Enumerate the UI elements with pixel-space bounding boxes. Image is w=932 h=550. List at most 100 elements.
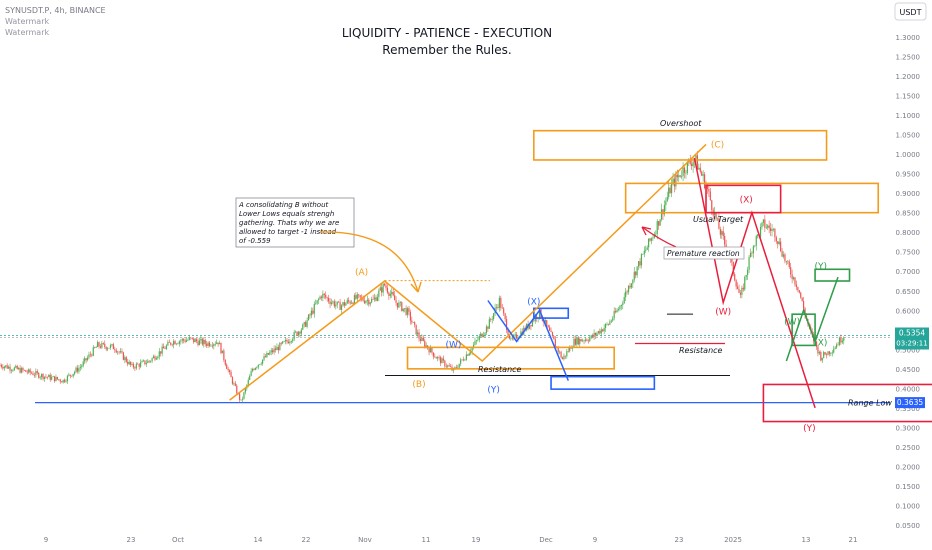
candle-body — [335, 304, 337, 307]
green-wave-label-w: (W) — [784, 317, 800, 327]
y-tick-label: 0.0500 — [896, 522, 921, 530]
candle-body — [659, 219, 661, 226]
candle-body — [639, 261, 641, 266]
candle-body — [118, 351, 120, 353]
candle-body — [547, 325, 549, 328]
candle-body — [587, 340, 589, 342]
candle-body — [533, 320, 535, 322]
candle-body — [35, 371, 37, 376]
x-tick-label: 14 — [254, 536, 263, 544]
candle-body — [320, 296, 323, 298]
candle-body — [122, 352, 125, 360]
currency-button[interactable]: USDT — [894, 2, 927, 21]
candle-body — [538, 308, 541, 318]
candle-body — [18, 367, 20, 370]
candle-body — [230, 371, 232, 378]
y-tick-label: 0.1500 — [896, 483, 921, 491]
candle-body — [719, 229, 721, 235]
candle-body — [424, 340, 426, 347]
candle-body — [399, 302, 401, 303]
candle-body — [619, 306, 621, 310]
red-wave-label-y: (Y) — [803, 424, 816, 434]
candle-body — [187, 339, 189, 341]
y-tick-label: 1.3000 — [896, 34, 921, 42]
candle-body — [759, 226, 762, 237]
candle-body — [260, 363, 262, 365]
candle-body — [206, 343, 208, 346]
premature-reaction-callout: Premature reaction — [641, 226, 745, 260]
candle-body — [286, 339, 288, 342]
candle-body — [375, 297, 377, 301]
candle-body — [497, 307, 499, 308]
candle-body — [692, 161, 694, 167]
candle-body — [563, 355, 565, 360]
candle-body — [299, 331, 301, 334]
candle-body — [837, 344, 839, 346]
candle-body — [432, 352, 434, 357]
candle-body — [815, 341, 818, 347]
chart-title: LIQUIDITY - PATIENCE - EXECUTION — [342, 26, 552, 40]
candle-body — [395, 300, 397, 303]
candle-body — [738, 288, 740, 293]
candle-body — [678, 175, 680, 178]
candle-body — [125, 357, 127, 362]
candle-body — [429, 347, 432, 353]
candle-body — [23, 370, 25, 371]
candle-body — [257, 364, 259, 368]
candle-body — [557, 346, 559, 352]
candle-body — [234, 383, 236, 386]
y-tick-label: 0.9500 — [896, 171, 921, 179]
candle-body — [592, 335, 594, 337]
candle-body — [63, 379, 66, 382]
symbol-line: SYNUSDT.P, 4h, BINANCE — [5, 6, 106, 15]
candle-body — [42, 374, 44, 379]
candle-body — [383, 283, 386, 286]
candle-body — [226, 364, 228, 370]
candle-body — [30, 372, 33, 374]
candle-body — [183, 339, 185, 341]
candle-body — [227, 369, 229, 371]
candle-body — [569, 346, 571, 352]
x-tick-label: 21 — [849, 536, 858, 544]
candle-body — [741, 287, 743, 295]
candle-body — [648, 238, 650, 248]
candle-body — [531, 320, 533, 327]
candle-body — [544, 320, 546, 323]
candle-body — [274, 348, 277, 351]
candle-body — [32, 373, 34, 375]
candle-body — [474, 341, 476, 345]
candle-body — [43, 376, 46, 379]
candle-body — [300, 329, 302, 334]
candle-body — [19, 367, 21, 373]
candle-body — [599, 331, 601, 334]
overshoot-label: Overshoot — [660, 119, 702, 128]
candle-body — [449, 366, 452, 367]
candle-body — [266, 353, 268, 358]
candle-body — [583, 340, 585, 342]
candle-body — [315, 303, 317, 305]
candle-body — [787, 261, 789, 263]
green-zone-box — [814, 268, 851, 282]
candle-body — [617, 309, 620, 310]
candle-body — [66, 375, 69, 382]
green-wave-label-y: (Y) — [815, 262, 828, 272]
candle-body — [448, 365, 450, 367]
candle-body — [2, 366, 4, 369]
candle-body — [405, 308, 407, 315]
candle-body — [115, 350, 117, 353]
candle-body — [180, 340, 182, 342]
y-tick-label: 0.7500 — [896, 249, 921, 257]
candle-body — [590, 335, 592, 338]
candle-body — [550, 330, 552, 333]
candle-body — [339, 302, 341, 310]
x-tick-label: 9 — [593, 536, 597, 544]
candle-body — [135, 363, 137, 369]
candle-body — [147, 360, 149, 364]
candle-body — [637, 261, 640, 267]
candle-body — [508, 334, 511, 339]
candle-body — [9, 366, 11, 371]
candle-body — [340, 305, 343, 310]
candle-body — [703, 174, 706, 189]
note-line-3: gathering. Thats why we are — [239, 219, 339, 227]
